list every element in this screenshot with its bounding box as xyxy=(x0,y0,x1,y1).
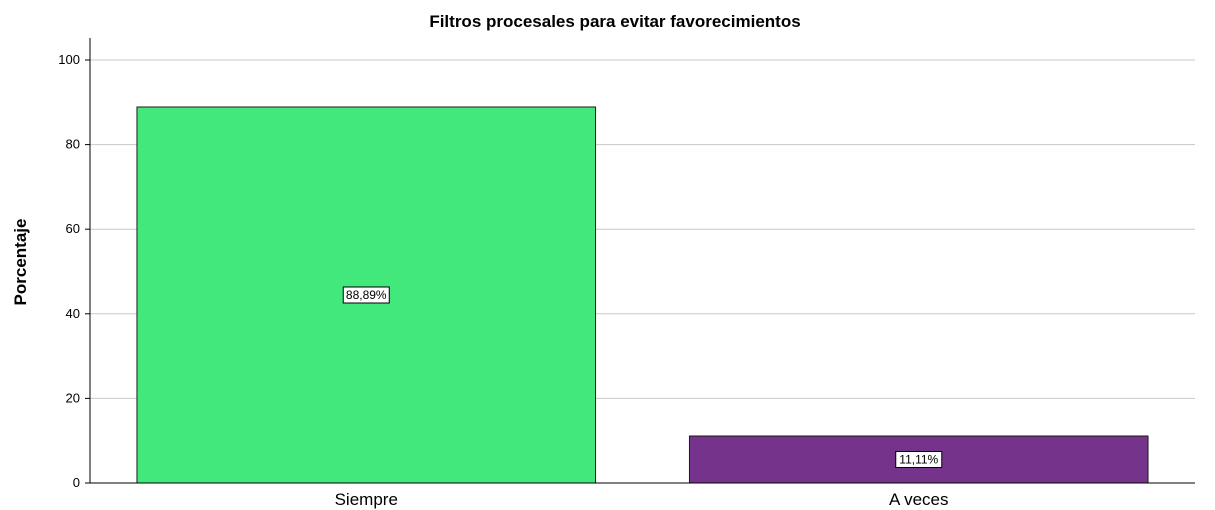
x-tick-label: A veces xyxy=(889,490,949,509)
data-label: 11,11% xyxy=(899,453,938,467)
data-labels: 88,89% 11,11% xyxy=(342,286,943,469)
data-label: 88,89% xyxy=(346,288,387,302)
data-label-box xyxy=(895,451,943,469)
chart-title: Filtros procesales para evitar favorecim… xyxy=(429,12,800,31)
y-axis-ticks: 0 20 40 60 80 100 xyxy=(58,52,90,490)
bars xyxy=(136,106,1149,484)
data-label-box xyxy=(342,286,390,304)
y-tick-label: 60 xyxy=(66,221,80,236)
y-tick-label: 20 xyxy=(66,390,80,405)
x-axis-ticks: Siempre A veces xyxy=(335,490,949,509)
y-tick-label: 0 xyxy=(73,475,80,490)
y-axis-label: Porcentaje xyxy=(11,219,30,306)
y-tick-label: 100 xyxy=(58,52,80,67)
y-tick-label: 40 xyxy=(66,306,80,321)
x-tick-label: Siempre xyxy=(335,490,398,509)
y-tick-label: 80 xyxy=(66,137,80,152)
